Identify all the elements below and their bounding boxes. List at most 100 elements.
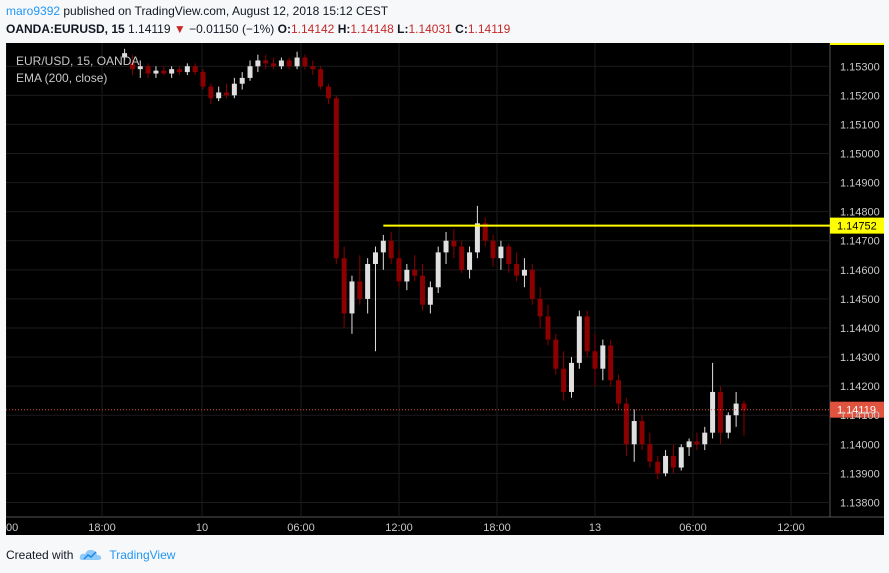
level-price-label: 1.14752 [837, 221, 877, 233]
candle-body [741, 403, 747, 410]
y-tick-label: 1.15200 [840, 90, 880, 102]
y-tick-label: 1.15300 [840, 61, 880, 73]
candle-body [302, 57, 308, 67]
author-link[interactable]: maro9392 [6, 4, 61, 18]
candle-body [333, 98, 339, 259]
tradingview-cloud-icon [80, 549, 102, 560]
candle-body [396, 258, 402, 282]
y-tick-label: 1.14200 [840, 381, 880, 393]
candle-body [451, 240, 457, 247]
y-tick-label: 1.14300 [840, 352, 880, 364]
last-price-label: 1.14119 [837, 405, 876, 417]
candle-body [459, 246, 465, 270]
candle-body [663, 455, 669, 474]
x-tick-label: 06:00 [679, 522, 707, 534]
candle-body [357, 281, 363, 299]
series-legend[interactable]: EUR/USD, 15, OANDA [16, 54, 140, 68]
candle-body [623, 403, 629, 445]
candle-body [145, 66, 151, 74]
candle-body [686, 441, 692, 448]
candle-body [631, 421, 637, 445]
candle-body [733, 403, 739, 416]
level-price-tag [830, 217, 884, 234]
candle-body [584, 316, 590, 352]
y-tick-label: 1.14600 [840, 265, 880, 277]
candle-body [568, 362, 574, 392]
candle-body [122, 53, 128, 58]
low-value: 1.14031 [408, 22, 452, 36]
chart-legend: EUR/USD, 15, OANDA EMA (200, close) [16, 53, 139, 87]
candle-body [325, 86, 331, 99]
last-price-tag [830, 401, 884, 418]
candle-body [694, 441, 700, 445]
candle-body [616, 380, 622, 404]
candle-body [224, 92, 230, 96]
x-tick-label: 18:00 [88, 522, 116, 534]
candle-body [420, 275, 426, 305]
candle-body [200, 72, 206, 87]
close-value: 1.14119 [467, 22, 511, 36]
price-change: −0.01150 (−1%) [189, 22, 275, 36]
y-tick-label: 1.14500 [840, 294, 880, 306]
y-tick-label: 1.15000 [840, 149, 880, 161]
high-value: 1.14148 [350, 22, 394, 36]
candle-body [231, 83, 237, 96]
candle-body [208, 86, 214, 99]
candle-body [388, 240, 394, 259]
close-label: C: [455, 22, 468, 36]
candle-body [278, 60, 284, 67]
publish-text: published on TradingView.com, August 12,… [60, 4, 389, 18]
candle-body [318, 69, 324, 87]
down-arrow-icon: ▼ [173, 22, 186, 36]
candle-body [349, 281, 355, 314]
high-label: H: [337, 22, 351, 36]
y-tick-label: 1.13800 [840, 497, 880, 509]
candle-body [184, 66, 190, 73]
candle-body [176, 69, 182, 73]
candle-body [592, 351, 598, 369]
candle-body [435, 252, 441, 288]
candle-body [670, 455, 676, 468]
candle-body [404, 269, 410, 282]
candle-body [702, 432, 708, 445]
candle-body [247, 66, 253, 78]
candle-body [137, 66, 143, 70]
candle-body [216, 92, 222, 99]
candle-body [271, 63, 277, 67]
candle-body [341, 258, 347, 314]
candle-body [294, 57, 300, 67]
chart-pane[interactable]: 1.14752 1.14119 1.13800 1.13900 1.14000 1.14… [5, 43, 884, 535]
x-tick-label: 00 [6, 522, 18, 534]
created-with-label: Created with [6, 548, 74, 562]
candle-body [286, 60, 292, 67]
ohlc-bar: OANDA:EURUSD, 15 1.14119 ▼ −0.01150 (−1%… [6, 22, 510, 36]
low-label: L: [397, 22, 409, 36]
x-tick-label: 13 [589, 522, 601, 534]
y-tick-label: 1.14800 [840, 207, 880, 219]
indicator-legend[interactable]: EMA (200, close) [16, 71, 108, 85]
symbol-label: OANDA:EURUSD, 15 [6, 22, 125, 36]
candle-body [545, 316, 551, 340]
candle-body [239, 77, 245, 84]
y-tick-label: 1.14400 [840, 323, 880, 335]
x-tick-label: 06:00 [287, 522, 315, 534]
candle-body [600, 345, 606, 369]
tradingview-brand-link[interactable]: TradingView [109, 548, 176, 562]
candle-body [255, 60, 261, 67]
candle-body [537, 298, 543, 317]
candle-body [192, 66, 198, 73]
chart-canvas[interactable]: 1.14752 1.14119 1.13800 1.13900 1.14000 1.14… [5, 43, 884, 535]
candle-body [529, 269, 535, 299]
candle-body [514, 264, 520, 276]
candle-body [647, 444, 653, 462]
candle-body [639, 421, 645, 445]
candle-body [161, 70, 167, 74]
x-tick-label: 12:00 [777, 522, 805, 534]
footer: Created with TradingView [6, 548, 175, 562]
candle-body [427, 287, 433, 305]
last-price: 1.14119 [128, 22, 171, 36]
y-tick-label: 1.14000 [840, 439, 880, 451]
candle-body [717, 391, 723, 433]
candle-body [576, 316, 582, 363]
candle-body [561, 368, 567, 392]
